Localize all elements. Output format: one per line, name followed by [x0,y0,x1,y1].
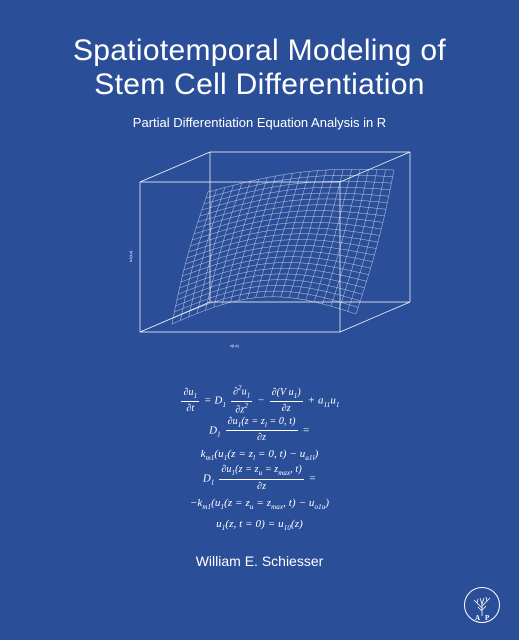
equation-line-4: D1 ∂u1(z = zu = zmax, t)∂z = [0,465,519,493]
svg-text:A: A [475,614,480,622]
surface-plot-3d: u1(t,z) x(t,x) [0,142,519,382]
book-subtitle: Partial Differentiation Equation Analysi… [0,115,519,130]
equation-block: ∂u1∂t = D1 ∂2u1∂z2 − ∂(V u1)∂z + a11u1 D… [0,386,519,535]
equation-line-2: D1 ∂u1(z = zl = 0, t)∂z = [0,417,519,445]
book-title: Spatiotemporal Modeling of Stem Cell Dif… [0,0,519,101]
svg-text:u1(t,z): u1(t,z) [128,250,133,262]
publisher-logo-icon: A P [463,586,501,624]
equation-line-5: −km1(u1(z = zu = zmax, t) − uo1u) [0,493,519,514]
equation-line-6: u1(z, t = 0) = u10(z) [0,514,519,535]
title-line-1: Spatiotemporal Modeling of [73,34,446,67]
book-cover: Spatiotemporal Modeling of Stem Cell Dif… [0,0,519,640]
equation-line-1: ∂u1∂t = D1 ∂2u1∂z2 − ∂(V u1)∂z + a11u1 [0,386,519,416]
equation-line-3: km1(u1(z = zl = 0, t) − ua1l) [0,444,519,465]
author-name: William E. Schiesser [0,553,519,569]
title-line-2: Stem Cell Differentiation [94,68,424,101]
svg-text:P: P [485,614,490,622]
svg-text:x(t,x): x(t,x) [230,343,240,348]
